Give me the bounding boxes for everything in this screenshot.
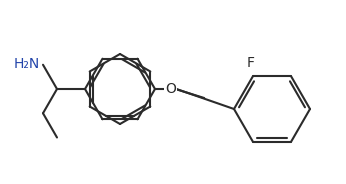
- Text: F: F: [247, 56, 255, 70]
- Text: H₂N: H₂N: [14, 57, 40, 71]
- Text: O: O: [165, 82, 176, 96]
